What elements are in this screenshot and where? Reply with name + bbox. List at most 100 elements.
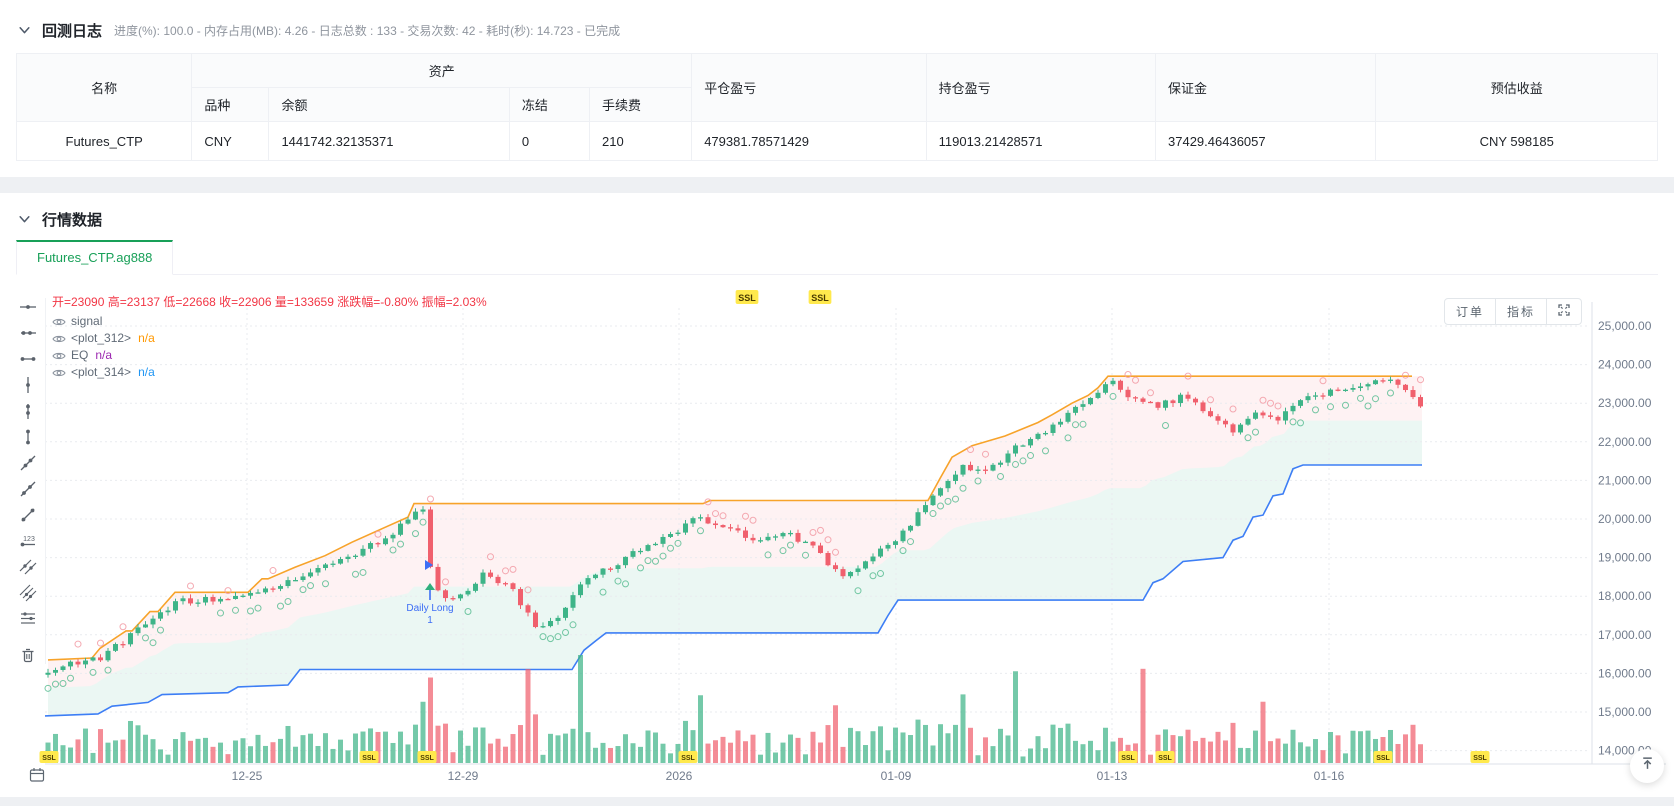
- fullscreen-icon: [1558, 304, 1570, 319]
- svg-text:SSL: SSL: [42, 755, 56, 762]
- svg-text:12-25: 12-25: [232, 769, 263, 783]
- legend-label: <plot_312>: [71, 331, 132, 345]
- tool-horizontal-ray-line[interactable]: [19, 324, 37, 342]
- legend-label: EQ: [71, 348, 89, 362]
- svg-text:17,000.00: 17,000.00: [1598, 628, 1652, 642]
- svg-text:SSL: SSL: [362, 755, 376, 762]
- cell-name: Futures_CTP: [15, 121, 193, 161]
- col-header-estimated-return: 预估收益: [1375, 53, 1658, 122]
- cell-position-pnl: 119013.21428571: [925, 121, 1157, 161]
- col-header-name: 名称: [15, 53, 193, 122]
- tool-parallel-line[interactable]: [19, 558, 37, 576]
- eye-icon[interactable]: [52, 366, 66, 380]
- backtest-log-header: 回测日志 进度(%): 100.0 - 内存占用(MB): 4.26 - 日志总…: [16, 10, 1658, 53]
- chart-legend: 开=23090 高=23137 低=22668 收=22906 量=133659…: [52, 294, 487, 381]
- cell-estimated-return: CNY 598185: [1375, 121, 1658, 161]
- tool-segment[interactable]: [19, 506, 37, 524]
- svg-text:SSL: SSL: [811, 293, 829, 303]
- svg-text:23,000.00: 23,000.00: [1598, 396, 1652, 410]
- collapse-chevron-icon[interactable]: [18, 213, 32, 227]
- svg-text:15,000.00: 15,000.00: [1598, 705, 1652, 719]
- tab-futures-ctp-ag888[interactable]: Futures_CTP.ag888: [16, 240, 174, 275]
- eye-icon[interactable]: [52, 349, 66, 363]
- svg-text:12-29: 12-29: [448, 769, 479, 783]
- svg-text:25,000.00: 25,000.00: [1598, 319, 1652, 333]
- cell-variety: CNY: [191, 121, 270, 161]
- svg-text:19,000.00: 19,000.00: [1598, 551, 1652, 565]
- orders-button[interactable]: 订单: [1445, 299, 1496, 324]
- svg-text:01-16: 01-16: [1314, 769, 1345, 783]
- legend-row-plot-312: <plot_312> n/a: [52, 330, 487, 347]
- col-header-frozen: 冻结: [508, 87, 591, 122]
- ohlc-info: 开=23090 高=23137 低=22668 收=22906 量=133659…: [52, 295, 487, 309]
- cell-frozen: 0: [508, 121, 591, 161]
- symbol-tabbar: Futures_CTP.ag888: [16, 240, 1658, 275]
- svg-text:SSL: SSL: [681, 755, 695, 762]
- tool-vertical-straight-line[interactable]: [19, 376, 37, 394]
- svg-text:SSL: SSL: [1376, 755, 1390, 762]
- svg-text:123: 123: [23, 536, 35, 543]
- tool-straight-line[interactable]: [19, 454, 37, 472]
- drawing-toolbar: 123: [16, 298, 46, 664]
- market-data-title: 行情数据: [42, 212, 103, 229]
- tool-horizontal-channel[interactable]: [19, 610, 37, 628]
- market-data-panel: 行情数据 Futures_CTP.ag888 25,000.00 24,000.0…: [0, 193, 1674, 797]
- collapse-chevron-icon[interactable]: [18, 24, 32, 38]
- backtest-log-stats: 进度(%): 100.0 - 内存占用(MB): 4.26 - 日志总数 : 1…: [114, 24, 621, 38]
- cell-margin: 37429.46436057: [1155, 121, 1377, 161]
- kline-chart-area: 25,000.00 24,000.00 23,000.00 22,000.00 21,0…: [0, 286, 1674, 792]
- svg-text:SSL: SSL: [1473, 755, 1487, 762]
- svg-text:SSL: SSL: [1158, 755, 1172, 762]
- svg-text:SSL: SSL: [420, 755, 434, 762]
- svg-text:16,000.00: 16,000.00: [1598, 666, 1652, 680]
- eye-icon[interactable]: [52, 315, 66, 329]
- svg-text:Daily Long: Daily Long: [406, 603, 453, 614]
- eye-icon[interactable]: [52, 332, 66, 346]
- legend-label: <plot_314>: [71, 365, 132, 379]
- col-header-variety: 品种: [191, 87, 270, 122]
- back-to-top-button[interactable]: [1630, 749, 1664, 783]
- indicators-button[interactable]: 指标: [1496, 299, 1547, 324]
- tool-price-line[interactable]: 123: [19, 532, 37, 550]
- backtest-result-table: 名称 资产 平仓盈亏 持仓盈亏 保证金 预估收益 品种 余额 冻结 手续费 Fu…: [15, 53, 1658, 161]
- cell-fee: 210: [588, 121, 693, 161]
- col-header-balance: 余额: [268, 87, 510, 122]
- market-data-header: 行情数据: [0, 193, 1674, 240]
- chart-button-group: 订单 指标: [1443, 298, 1582, 325]
- backtest-log-panel: 回测日志 进度(%): 100.0 - 内存占用(MB): 4.26 - 日志总…: [0, 0, 1674, 177]
- tool-vertical-segment[interactable]: [19, 428, 37, 446]
- table-row: Futures_CTP CNY 1441742.32135371 0 210 4…: [15, 121, 1658, 161]
- svg-text:01-09: 01-09: [881, 769, 912, 783]
- tool-ray-line[interactable]: [19, 480, 37, 498]
- svg-text:SSL: SSL: [1121, 755, 1135, 762]
- svg-text:18,000.00: 18,000.00: [1598, 589, 1652, 603]
- svg-text:21,000.00: 21,000.00: [1598, 473, 1652, 487]
- calendar-icon[interactable]: [29, 768, 45, 782]
- col-header-margin: 保证金: [1155, 53, 1377, 122]
- legend-label: signal: [71, 314, 103, 328]
- col-header-closed-pnl: 平仓盈亏: [691, 53, 927, 122]
- legend-value: n/a: [138, 365, 155, 379]
- svg-text:24,000.00: 24,000.00: [1598, 358, 1652, 372]
- svg-text:20,000.00: 20,000.00: [1598, 512, 1652, 526]
- svg-text:SSL: SSL: [738, 293, 756, 303]
- legend-value: n/a: [138, 331, 155, 345]
- remove-overlays-icon[interactable]: [19, 646, 37, 664]
- kline-chart-canvas[interactable]: 25,000.00 24,000.00 23,000.00 22,000.00 21,0…: [0, 286, 1674, 792]
- col-header-position-pnl: 持仓盈亏: [925, 53, 1157, 122]
- cell-closed-pnl: 479381.78571429: [691, 121, 927, 161]
- tool-horizontal-segment[interactable]: [19, 350, 37, 368]
- svg-text:22,000.00: 22,000.00: [1598, 435, 1652, 449]
- tool-price-channel-line[interactable]: [19, 584, 37, 602]
- tool-vertical-ray-line[interactable]: [19, 402, 37, 420]
- legend-row-eq: EQ n/a: [52, 347, 487, 364]
- backtest-log-title: 回测日志: [42, 23, 103, 40]
- col-header-fee: 手续费: [588, 87, 693, 122]
- svg-text:01-13: 01-13: [1097, 769, 1128, 783]
- cell-balance: 1441742.32135371: [268, 121, 510, 161]
- legend-row-plot-314: <plot_314> n/a: [52, 364, 487, 381]
- fullscreen-button[interactable]: [1547, 299, 1581, 324]
- legend-value: n/a: [95, 348, 113, 362]
- svg-text:2026: 2026: [666, 769, 693, 783]
- tool-horizontal-straight-line[interactable]: [19, 298, 37, 316]
